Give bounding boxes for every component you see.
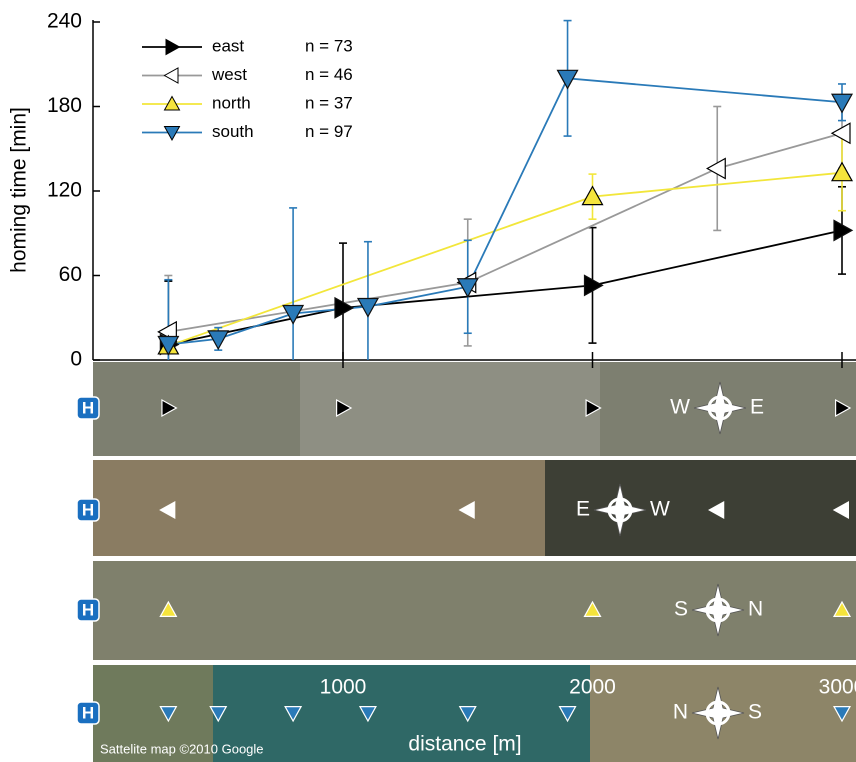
strip-marker xyxy=(336,398,353,418)
strip-marker xyxy=(358,705,377,723)
x-tick-label: 2000 xyxy=(569,676,616,699)
legend-marker xyxy=(163,67,179,84)
legend-label: east xyxy=(212,36,244,55)
legend-label: north xyxy=(212,93,251,112)
credit: Sattelite map ©2010 Google xyxy=(100,741,264,756)
marker xyxy=(830,93,854,114)
marker xyxy=(556,69,579,90)
series-line xyxy=(168,132,843,333)
marker xyxy=(334,296,355,319)
strip-marker xyxy=(209,705,228,723)
strip-marker xyxy=(832,500,850,520)
legend-marker xyxy=(163,126,181,142)
strip-marker xyxy=(558,705,577,723)
marker xyxy=(706,157,726,180)
x-axis-label: distance [m] xyxy=(408,733,521,756)
legend-label: west xyxy=(211,65,247,84)
strip-detail xyxy=(93,665,213,762)
home-badge: H xyxy=(76,701,100,725)
y-tick-label: 120 xyxy=(47,179,82,202)
home-badge: H xyxy=(76,598,100,622)
home-box xyxy=(76,701,100,725)
home-label: H xyxy=(82,703,94,722)
home-label: H xyxy=(82,500,94,519)
strip-marker xyxy=(458,500,475,520)
series-line xyxy=(168,229,843,346)
y-tick-label: 180 xyxy=(47,94,82,117)
compass-right: S xyxy=(748,701,762,724)
marker xyxy=(830,161,854,182)
compass-left: N xyxy=(673,701,688,724)
marker xyxy=(207,330,230,351)
legend-marker xyxy=(163,95,181,111)
legend-count: n = 97 xyxy=(305,122,353,141)
compass-right: E xyxy=(750,396,764,419)
strip-marker xyxy=(161,398,178,418)
series-line xyxy=(168,77,843,346)
strip-marker xyxy=(284,705,303,723)
markers xyxy=(157,69,854,723)
strip-marker xyxy=(159,705,178,723)
legend-count: n = 46 xyxy=(305,65,353,84)
marker xyxy=(456,278,479,299)
x-tick-label: 1000 xyxy=(320,676,367,699)
home-label: H xyxy=(82,398,94,417)
compass-right: N xyxy=(748,598,763,621)
home-badge: H xyxy=(76,498,100,522)
strip-marker xyxy=(458,705,477,723)
marker xyxy=(282,304,305,325)
compass-right: W xyxy=(650,498,670,521)
compass-ring xyxy=(705,597,731,623)
legend-label: south xyxy=(212,122,254,141)
strip-marker xyxy=(159,600,178,618)
compass-left: S xyxy=(674,598,688,621)
strip-marker xyxy=(585,398,602,418)
compass-left: W xyxy=(670,396,690,419)
y-tick-label: 60 xyxy=(59,263,82,286)
compass-ring xyxy=(707,395,733,421)
strip-marker xyxy=(832,705,852,723)
compass-ring xyxy=(705,700,731,726)
strip-marker xyxy=(832,600,852,618)
y-tick-label: 0 xyxy=(70,348,82,371)
series-line xyxy=(168,171,843,347)
satellite-strips xyxy=(93,362,856,762)
marker xyxy=(833,219,854,242)
home-box xyxy=(76,498,100,522)
home-label: H xyxy=(82,600,94,619)
strip-marker xyxy=(708,500,725,520)
marker xyxy=(583,274,604,297)
home-box xyxy=(76,598,100,622)
home-box xyxy=(76,396,100,420)
marker xyxy=(830,122,851,145)
marker xyxy=(157,335,180,356)
y-axis-label: homing time [min] xyxy=(8,107,31,273)
strip-marker xyxy=(583,600,602,618)
marker xyxy=(581,185,604,206)
home-badge: H xyxy=(76,396,100,420)
compass-ring xyxy=(607,497,633,523)
strip-marker xyxy=(159,500,176,520)
legend-count: n = 37 xyxy=(305,93,353,112)
marker xyxy=(356,297,379,318)
legend-marker xyxy=(165,38,181,56)
legend-count: n = 73 xyxy=(305,36,353,55)
strip-marker xyxy=(834,398,852,418)
x-tick-label: 3000 xyxy=(819,676,856,699)
y-tick-label: 240 xyxy=(47,10,82,33)
compass-left: E xyxy=(576,498,590,521)
strip-detail xyxy=(545,460,856,556)
